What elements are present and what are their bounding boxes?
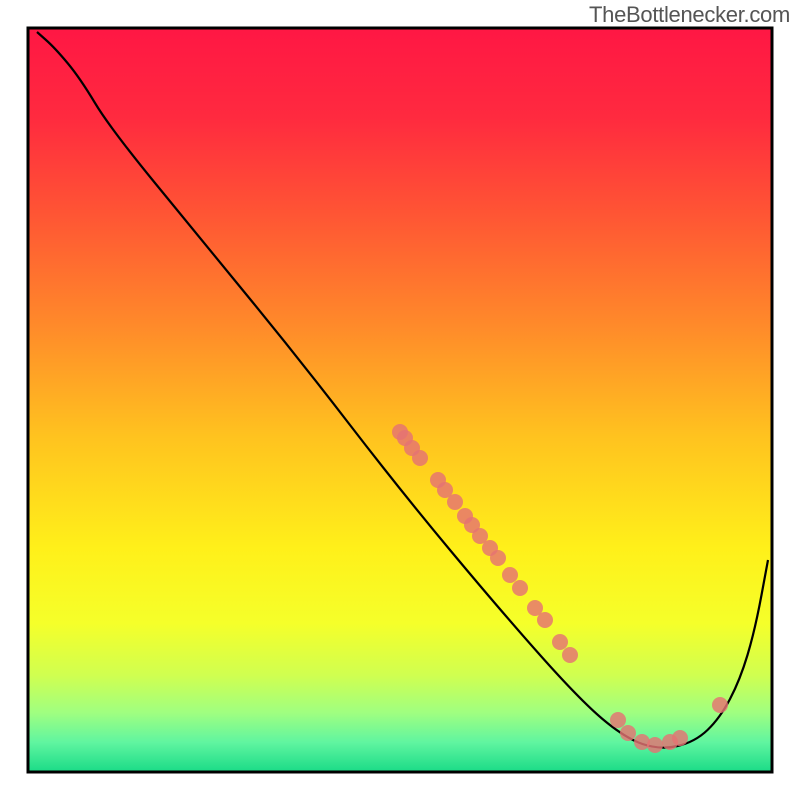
bottleneck-chart [0, 0, 800, 800]
scatter-marker [502, 567, 518, 583]
scatter-marker [537, 612, 553, 628]
scatter-marker [447, 494, 463, 510]
watermark-text: TheBottlenecker.com [589, 2, 790, 28]
scatter-marker [672, 730, 688, 746]
scatter-marker [552, 634, 568, 650]
scatter-marker [620, 725, 636, 741]
scatter-marker [412, 450, 428, 466]
scatter-marker [512, 580, 528, 596]
chart-container: TheBottlenecker.com [0, 0, 800, 800]
plot-gradient-background [28, 28, 772, 772]
scatter-marker [562, 647, 578, 663]
scatter-marker [712, 697, 728, 713]
scatter-marker [647, 737, 663, 753]
scatter-marker [610, 712, 626, 728]
scatter-marker [490, 550, 506, 566]
